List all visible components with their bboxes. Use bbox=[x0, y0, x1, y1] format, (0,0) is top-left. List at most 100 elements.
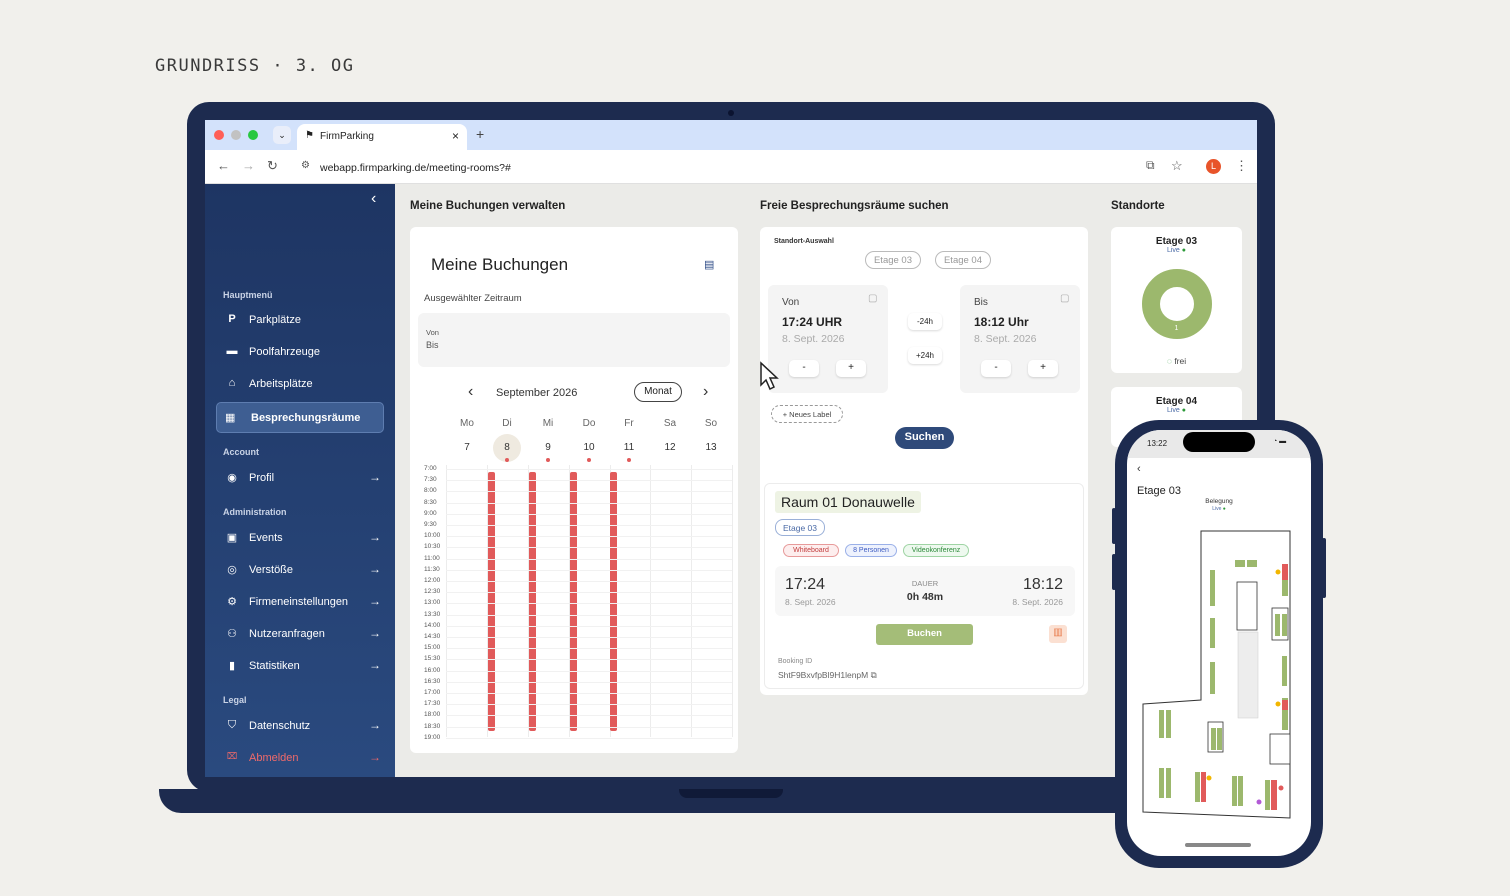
grid-row-line bbox=[446, 715, 732, 717]
arrow-right-icon: → bbox=[369, 470, 381, 484]
phone-title: Etage 03 bbox=[1137, 485, 1182, 497]
close-window-button[interactable] bbox=[214, 130, 224, 140]
calendar-list-icon[interactable]: ▤ bbox=[704, 259, 715, 271]
reload-icon[interactable]: ↻ bbox=[267, 158, 278, 173]
location-name: Etage 04 bbox=[1155, 396, 1198, 407]
sidebar-item-abmelden[interactable]: ⌧ Abmelden → bbox=[223, 747, 381, 769]
day-number[interactable]: 13 bbox=[705, 442, 717, 453]
phone-back-icon[interactable]: ‹ bbox=[1137, 463, 1141, 475]
url-text: webapp.firmparking.de/meeting-rooms?# bbox=[320, 162, 511, 174]
back-arrow-icon[interactable]: ← bbox=[217, 158, 230, 173]
phone-side-button bbox=[1112, 554, 1116, 590]
month-view-button[interactable]: Monat bbox=[634, 382, 682, 402]
booking-bar-do[interactable] bbox=[570, 472, 577, 731]
book-button[interactable]: Buchen bbox=[876, 624, 973, 645]
copy-icon[interactable]: ⧉ bbox=[870, 670, 877, 680]
day-number[interactable]: 12 bbox=[664, 442, 676, 453]
sidebar-item-nutzeranfragen[interactable]: ⚇ Nutzeranfragen → bbox=[223, 623, 381, 645]
time-label: 11:30 bbox=[424, 565, 440, 573]
forward-arrow-icon[interactable]: → bbox=[242, 158, 255, 173]
sidebar-item-verstoesse[interactable]: ◎ Verstöße → bbox=[223, 559, 381, 581]
room-result-card[interactable]: Raum 01 Donauwelle Etage 03 Whiteboard 8… bbox=[764, 483, 1084, 689]
calendar-icon[interactable]: ▢ bbox=[868, 293, 878, 304]
time-grid: 7:00 7:30 8:00 8:30 9:00 9:30 10:00 10:30 11:00 1… bbox=[410, 465, 738, 741]
browser-tab[interactable]: ⚑ FirmParking × bbox=[297, 124, 467, 150]
sidebar-item-arbeitsplaetze[interactable]: ⌂ Arbeitsplätze bbox=[223, 373, 381, 395]
calendar-icon[interactable]: ▢ bbox=[1060, 293, 1070, 304]
install-app-icon[interactable]: ⧉ bbox=[1146, 158, 1155, 172]
location-card-etage03[interactable]: Etage 03 Live ● 1 ◌ frei bbox=[1111, 227, 1242, 373]
home-indicator bbox=[1185, 843, 1251, 847]
map-icon[interactable]: ▥ bbox=[1049, 625, 1067, 643]
von-plus-button[interactable]: + bbox=[836, 360, 866, 377]
phone-status: Live ● bbox=[1187, 506, 1251, 512]
grid-row-line bbox=[446, 614, 732, 616]
day-number[interactable]: 9 bbox=[545, 442, 551, 453]
time-label: 10:00 bbox=[424, 532, 441, 540]
search-button[interactable]: Suchen bbox=[895, 427, 954, 449]
flag-icon: ⚑ bbox=[305, 130, 314, 141]
tab-close-icon[interactable]: × bbox=[451, 129, 459, 143]
booking-bar-fr[interactable] bbox=[610, 472, 617, 731]
bis-date: 8. Sept. 2026 bbox=[974, 333, 1037, 345]
range-von-label: Von bbox=[426, 328, 439, 337]
bookmark-star-icon[interactable]: ☆ bbox=[1171, 158, 1183, 173]
grid-row-line bbox=[446, 603, 732, 605]
site-settings-icon[interactable]: ⚙ bbox=[301, 160, 310, 171]
collapse-sidebar-icon[interactable]: ‹ bbox=[371, 190, 377, 207]
day-number[interactable]: 11 bbox=[623, 442, 635, 453]
time-label: 17:00 bbox=[424, 689, 441, 696]
arrow-right-icon: → bbox=[369, 594, 381, 608]
sidebar-item-profil[interactable]: ◉ Profil → bbox=[223, 467, 381, 489]
sidebar-item-label: Nutzeranfragen bbox=[249, 628, 325, 640]
maximize-window-button[interactable] bbox=[248, 130, 258, 140]
menu-kebab-icon[interactable]: ⋮ bbox=[1235, 158, 1248, 173]
minimize-window-button[interactable] bbox=[231, 130, 241, 140]
bis-minus-button[interactable]: - bbox=[981, 360, 1011, 377]
sidebar-item-besprechungsraeume[interactable]: ▦ Besprechungsräume bbox=[216, 402, 384, 433]
locations-section-title: Standorte bbox=[1111, 200, 1165, 212]
next-month-icon[interactable]: › bbox=[703, 383, 709, 400]
time-label: 9:00 bbox=[424, 509, 437, 517]
sidebar-item-label: Statistiken bbox=[249, 660, 300, 672]
sidebar-item-poolfahrzeuge[interactable]: ▬ Poolfahrzeuge bbox=[223, 341, 381, 363]
day-number-selected[interactable]: 8 bbox=[504, 442, 510, 453]
sidebar-item-parkplaetze[interactable]: P Parkplätze bbox=[223, 309, 381, 331]
new-label-button[interactable]: + Neues Label bbox=[771, 405, 843, 423]
sidebar-item-firmeneinstellungen[interactable]: ⚙ Firmeneinstellungen → bbox=[223, 591, 381, 613]
duration-value: 0h 48m bbox=[906, 591, 944, 603]
sidebar-item-events[interactable]: ▣ Events → bbox=[223, 527, 381, 549]
floor-chip-03[interactable]: Etage 03 bbox=[865, 251, 921, 269]
von-box[interactable]: Von ▢ 17:24 UHR 8. Sept. 2026 - + bbox=[768, 285, 888, 393]
day-number[interactable]: 10 bbox=[583, 442, 595, 453]
phone-status-text: Live bbox=[1212, 506, 1222, 512]
day-number[interactable]: 7 bbox=[464, 442, 470, 453]
location-status: Live ● bbox=[1111, 247, 1242, 254]
time-label: 16:30 bbox=[424, 677, 441, 685]
sidebar-item-datenschutz[interactable]: ⛉ Datenschutz → bbox=[223, 715, 381, 737]
phone-screen: 13:22 ◔ ▬ ‹ Etage 03 Belegung Live ● bbox=[1127, 430, 1311, 856]
profile-avatar[interactable]: L bbox=[1206, 159, 1221, 174]
minus-24h-button[interactable]: -24h bbox=[908, 313, 942, 330]
floor-chip-04[interactable]: Etage 04 bbox=[935, 251, 991, 269]
new-tab-button[interactable]: + bbox=[476, 126, 485, 142]
laptop-notch bbox=[679, 789, 783, 798]
booking-indicator-dot bbox=[627, 458, 631, 462]
range-box[interactable]: Von Bis bbox=[418, 313, 730, 367]
sidebar-item-statistiken[interactable]: ▮ Statistiken → bbox=[223, 655, 381, 677]
plus-24h-button[interactable]: +24h bbox=[908, 347, 942, 364]
address-field[interactable]: ⚙ webapp.firmparking.de/meeting-rooms?# bbox=[293, 155, 1123, 179]
tab-list-chevron-icon[interactable]: ⌄ bbox=[273, 126, 291, 144]
von-minus-button[interactable]: - bbox=[789, 360, 819, 377]
bis-plus-button[interactable]: + bbox=[1028, 360, 1058, 377]
laptop-camera bbox=[728, 110, 734, 116]
bis-box[interactable]: Bis ▢ 18:12 Uhr 8. Sept. 2026 - + bbox=[960, 285, 1080, 393]
prev-month-icon[interactable]: ‹ bbox=[468, 383, 474, 400]
shield-icon: ⛉ bbox=[227, 719, 237, 731]
booking-bar-di[interactable] bbox=[488, 472, 495, 731]
search-card: Standort-Auswahl Etage 03 Etage 04 Von ▢… bbox=[760, 227, 1088, 695]
booking-bar-mi[interactable] bbox=[529, 472, 536, 731]
tag-whiteboard: Whiteboard bbox=[783, 544, 839, 557]
grid-row-line bbox=[446, 637, 732, 638]
desk-chair-icon: ⌂ bbox=[228, 377, 236, 389]
